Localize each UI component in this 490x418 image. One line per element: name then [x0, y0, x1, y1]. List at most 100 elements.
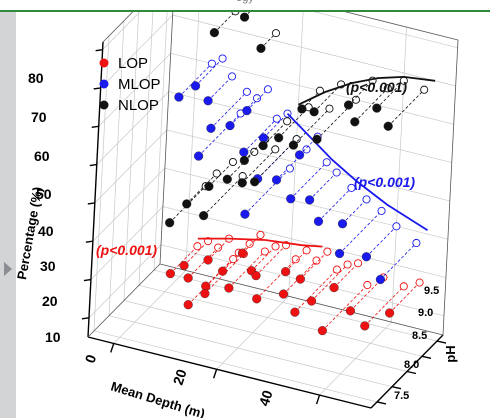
- projected-point-lop: [229, 255, 238, 264]
- back-wall-gridline: [185, 12, 200, 271]
- data-point-nlop: [199, 211, 209, 221]
- projection-line-nlop: [262, 121, 288, 146]
- back-wall-gridline: [164, 167, 448, 240]
- data-point-lop: [306, 296, 317, 306]
- projected-point-mlop: [218, 54, 227, 63]
- left-wall-gridline: [102, 12, 141, 50]
- left-wall-gridline: [100, 14, 173, 89]
- p-value-mlop: (p<0.001): [354, 174, 415, 190]
- projection-line-lop: [187, 247, 219, 279]
- data-point-nlop: [350, 117, 360, 127]
- projection-line-lop: [350, 277, 384, 312]
- y-tick-mark: [421, 355, 432, 359]
- z-tick-label: 50: [36, 186, 52, 202]
- y-tick-label: 7.5: [394, 390, 409, 402]
- projection-line-nlop: [348, 80, 373, 106]
- z-tick-mark: [93, 87, 101, 90]
- fit-curve-lop: [197, 237, 323, 248]
- left-wall-gridline: [88, 244, 162, 319]
- data-point-lop: [290, 307, 300, 317]
- projected-point-nlop: [325, 104, 334, 113]
- data-point-mlop: [190, 81, 201, 91]
- data-point-lop: [295, 274, 305, 284]
- projected-point-lop: [193, 242, 202, 251]
- projection-line-nlop: [227, 151, 255, 180]
- z-tick-mark: [95, 48, 103, 52]
- left-wall-gridline: [138, 12, 154, 286]
- projected-point-lop: [302, 246, 311, 255]
- projection-line-lop: [283, 260, 317, 295]
- projected-point-lop: [354, 259, 363, 268]
- data-point-mlop: [194, 151, 204, 161]
- z-tick-label: 20: [42, 293, 58, 309]
- projected-point-lop: [323, 247, 332, 256]
- box-edge: [102, 12, 134, 43]
- data-point-mlop: [240, 209, 250, 219]
- projection-line-lop: [255, 244, 287, 276]
- projected-point-lop: [260, 247, 269, 256]
- projected-point-mlop: [347, 183, 356, 192]
- points-layer: [165, 12, 395, 336]
- projected-point-mlop: [332, 168, 341, 177]
- projected-point-nlop: [228, 157, 237, 167]
- left-wall-gridline: [94, 129, 168, 204]
- y-axis-label: pH: [443, 345, 458, 362]
- projection-line-mlop: [342, 199, 367, 225]
- projection-line-mlop: [318, 187, 352, 222]
- fit-curves-layer: [197, 75, 436, 248]
- projection-line-nlop: [186, 173, 217, 205]
- floor-gridline: [93, 330, 378, 403]
- floor-gridline: [123, 300, 408, 372]
- data-point-lop: [183, 300, 193, 310]
- floor-gridline: [153, 269, 438, 342]
- data-point-mlop: [313, 216, 324, 226]
- data-point-nlop: [372, 103, 382, 113]
- data-point-mlop: [203, 96, 213, 106]
- data-point-nlop: [258, 141, 268, 151]
- page-header-text: ogy: [0, 0, 490, 4]
- projection-line-lop: [364, 286, 405, 327]
- projection-line-nlop: [293, 108, 330, 146]
- data-point-mlop: [225, 120, 235, 131]
- data-point-nlop: [309, 107, 319, 117]
- data-point-lop: [385, 308, 395, 318]
- back-wall-gridline: [172, 14, 456, 87]
- projection-line-mlop: [178, 63, 213, 98]
- y-tick-label: 9.5: [424, 285, 439, 297]
- data-point-lop: [329, 282, 339, 293]
- data-point-nlop: [165, 218, 175, 228]
- data-point-lop: [278, 289, 289, 299]
- projection-line-nlop: [301, 90, 321, 110]
- z-tick-mark: [91, 125, 99, 128]
- data-point-mlop: [294, 150, 305, 160]
- projected-point-nlop: [271, 145, 280, 154]
- projection-line-mlop: [243, 118, 278, 153]
- data-point-lop: [360, 321, 370, 331]
- x-tick-mark: [315, 394, 321, 405]
- floor-gridline: [138, 284, 423, 357]
- back-wall-gridline: [168, 91, 452, 163]
- projection-line-nlop: [241, 149, 276, 184]
- p-value-nlop: (p<0.001): [346, 79, 407, 95]
- data-point-mlop: [239, 147, 249, 157]
- back-wall-gridline: [170, 52, 454, 125]
- projected-point-nlop: [283, 117, 292, 126]
- projected-point-mlop: [285, 164, 294, 173]
- axes-layer: [81, 12, 459, 409]
- box-edge: [87, 263, 161, 338]
- arrow-right-icon[interactable]: [4, 262, 12, 276]
- data-point-mlop: [242, 105, 252, 116]
- legend-label-mlop: MLOP: [118, 76, 161, 93]
- projected-point-nlop: [383, 84, 392, 93]
- projection-line-mlop: [195, 58, 223, 87]
- fit-curve-nlop: [298, 75, 436, 106]
- box-edge: [159, 263, 444, 336]
- projection-line-lop: [205, 252, 240, 287]
- labels-layer: Mean Depth (m) pH Percentage (%) 0 20 40…: [16, 55, 458, 418]
- projection-line-mlop: [309, 172, 337, 201]
- data-point-lop: [200, 288, 210, 299]
- box-edge: [442, 39, 459, 336]
- projection-line-mlop: [380, 242, 417, 280]
- p-value-lop: (p<0.001): [96, 242, 157, 258]
- projected-point-lop: [415, 278, 424, 287]
